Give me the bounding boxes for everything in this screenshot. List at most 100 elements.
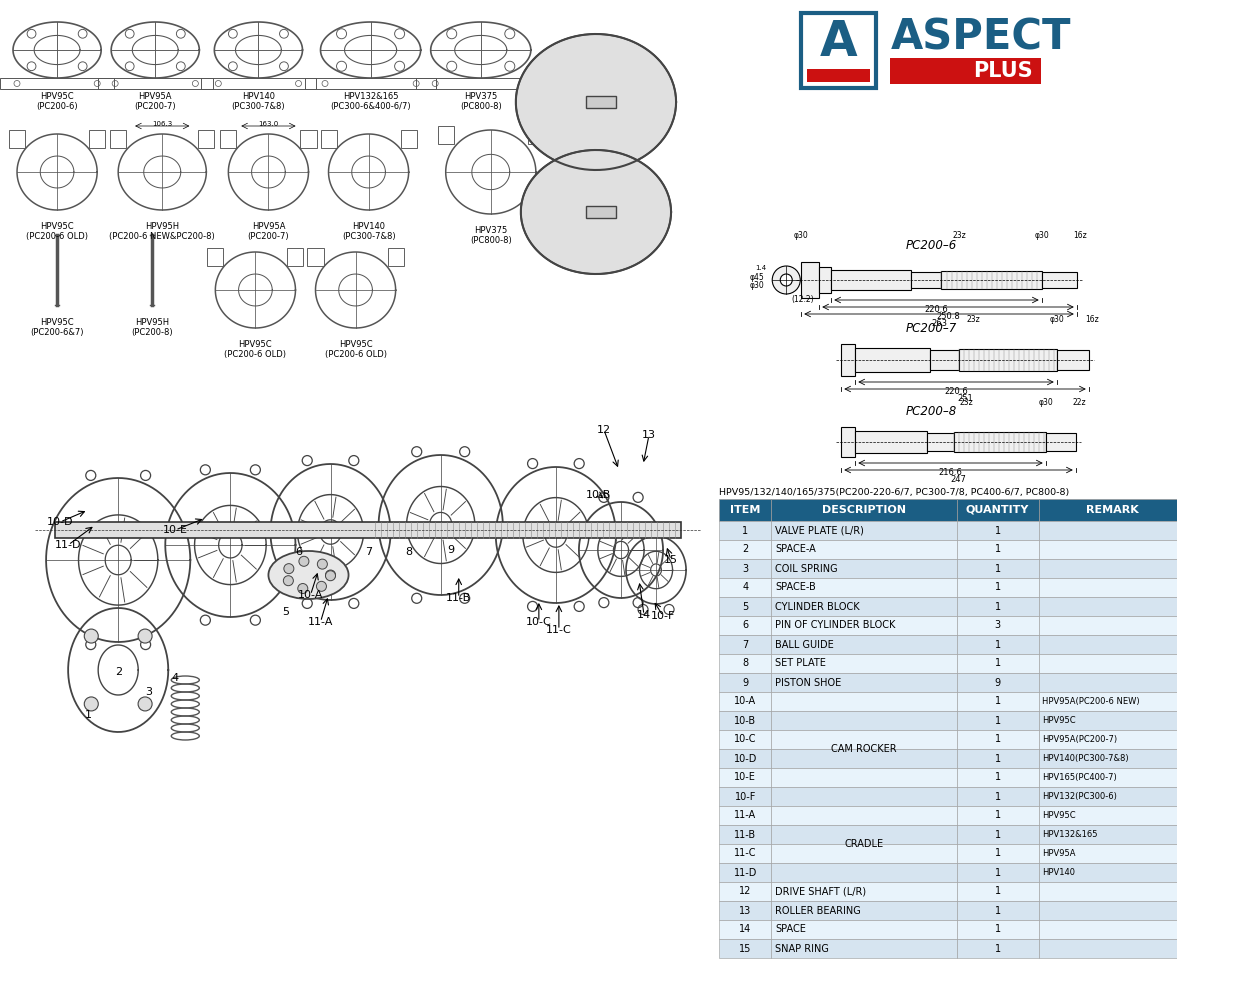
Text: HPV140: HPV140 [1041, 868, 1075, 877]
Text: 13: 13 [739, 906, 751, 916]
Text: PC200–8: PC200–8 [906, 405, 957, 418]
Bar [720, 901, 771, 920]
Bar [720, 711, 771, 730]
Bar [771, 825, 957, 844]
Text: 1: 1 [995, 791, 1001, 802]
Bar [1039, 901, 1187, 920]
Bar [771, 806, 957, 825]
Text: HPV95C
(PC200-6 OLD): HPV95C (PC200-6 OLD) [225, 340, 286, 359]
Circle shape [284, 576, 294, 586]
Ellipse shape [269, 551, 349, 599]
Text: 13: 13 [642, 430, 656, 440]
Bar [957, 901, 1039, 920]
Bar [958, 349, 1056, 371]
Text: 220.6: 220.6 [945, 387, 968, 396]
Text: HPV95A(PC200-6 NEW): HPV95A(PC200-6 NEW) [1041, 697, 1139, 706]
Bar [957, 730, 1039, 749]
Text: HPV95H
(PC200-6 NEW&PC200-8): HPV95H (PC200-6 NEW&PC200-8) [109, 222, 215, 242]
Text: HPV95A
(PC200-7): HPV95A (PC200-7) [134, 92, 176, 112]
Bar [957, 825, 1039, 844]
Bar [942, 271, 1041, 289]
Bar [1039, 749, 1187, 768]
Bar [720, 920, 771, 939]
Bar [720, 578, 771, 597]
Text: HPV375
(PC800-8): HPV375 (PC800-8) [460, 92, 501, 112]
Text: HPV95C: HPV95C [1041, 811, 1075, 820]
Text: (12.2): (12.2) [791, 295, 814, 304]
Text: 247: 247 [951, 475, 966, 484]
Text: 5: 5 [742, 602, 749, 612]
Text: 9: 9 [742, 677, 749, 687]
Circle shape [780, 274, 793, 286]
Text: HPV140
(PC300-7&8): HPV140 (PC300-7&8) [231, 92, 285, 112]
Text: 1: 1 [995, 848, 1001, 858]
Bar [220, 130, 236, 148]
Bar [720, 597, 771, 616]
Bar [771, 578, 957, 597]
Text: 1: 1 [995, 735, 1001, 744]
Bar [201, 78, 315, 89]
Text: 1: 1 [995, 526, 1001, 536]
Text: 10-B: 10-B [587, 490, 612, 500]
Bar [771, 882, 957, 901]
Bar [1039, 863, 1187, 882]
Bar [305, 78, 436, 89]
Text: 250.8: 250.8 [936, 312, 960, 321]
Bar [957, 882, 1039, 901]
Text: CYLINDER BLOCK: CYLINDER BLOCK [775, 602, 860, 612]
Bar [801, 13, 877, 88]
Bar [771, 939, 957, 958]
Text: 15: 15 [664, 555, 678, 565]
Bar [957, 597, 1039, 616]
Text: 1: 1 [995, 906, 1001, 916]
Bar [957, 806, 1039, 825]
Text: 7: 7 [365, 547, 372, 557]
Text: 11-A: 11-A [734, 811, 756, 821]
Text: φ30: φ30 [794, 231, 809, 240]
Text: 1: 1 [995, 830, 1001, 840]
Text: HPV165(PC400-7): HPV165(PC400-7) [1041, 773, 1117, 782]
Bar [1041, 272, 1076, 288]
Bar [528, 126, 544, 144]
Text: PC200–6: PC200–6 [906, 239, 957, 252]
Text: CAM ROCKER: CAM ROCKER [831, 744, 897, 754]
Bar [1039, 825, 1187, 844]
Text: 4: 4 [742, 582, 749, 592]
Text: 11-D: 11-D [734, 867, 757, 877]
Text: 1: 1 [84, 710, 92, 720]
Bar [1039, 882, 1187, 901]
Bar [720, 939, 771, 958]
Bar [957, 559, 1039, 578]
Text: 10-B: 10-B [734, 716, 756, 726]
Bar [1046, 433, 1075, 451]
Text: 8: 8 [742, 658, 749, 668]
Text: 10-C: 10-C [526, 617, 551, 627]
Bar [55, 522, 681, 538]
Bar [720, 806, 771, 825]
Bar [1039, 730, 1187, 749]
Bar [842, 344, 855, 376]
Bar [1039, 616, 1187, 635]
Bar [771, 844, 957, 863]
Text: CRADLE: CRADLE [844, 839, 883, 849]
Bar [1039, 768, 1187, 787]
Bar [771, 901, 957, 920]
Bar [207, 248, 224, 266]
Text: 106.3: 106.3 [152, 121, 172, 127]
Text: 16z: 16z [1073, 231, 1086, 240]
Bar [771, 654, 957, 673]
Text: ITEM: ITEM [730, 505, 760, 515]
Bar [720, 540, 771, 559]
Text: HPV140(PC300-7&8): HPV140(PC300-7&8) [1041, 754, 1128, 763]
Text: 1: 1 [995, 640, 1001, 649]
Bar [771, 711, 957, 730]
Circle shape [317, 581, 327, 591]
Bar [587, 206, 615, 218]
Bar [957, 635, 1039, 654]
Bar [771, 920, 957, 939]
Text: 9: 9 [995, 677, 1001, 687]
Bar [111, 130, 126, 148]
Text: 11-D: 11-D [55, 540, 82, 550]
Text: φ30: φ30 [1034, 231, 1049, 240]
Text: 10-F: 10-F [651, 611, 676, 621]
